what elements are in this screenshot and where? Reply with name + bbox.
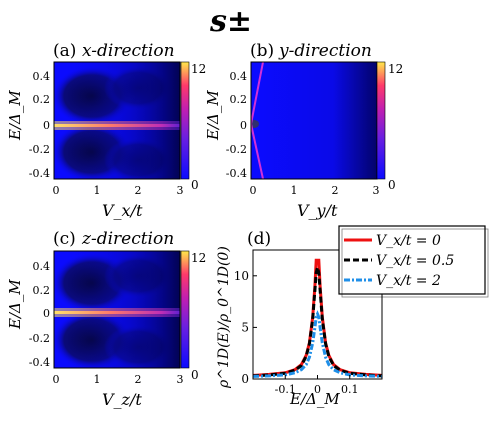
x-tick-label: 1 (94, 184, 101, 197)
y-tick-label: 0.2 (33, 284, 51, 297)
y-tick-label: 0.4 (33, 260, 51, 273)
panel-a-xlabel: V_x/t (102, 201, 143, 220)
y-tick-label: 0 (240, 119, 247, 132)
panel-b-label: (b) (250, 41, 274, 61)
panel-c-colorbar: 12 0 (180, 250, 206, 382)
x-tick-label: 1 (291, 184, 298, 197)
x-tick-label: 3 (373, 184, 380, 197)
x-tick-label: 0 (250, 184, 257, 197)
y-tick-label: 10 (234, 269, 249, 283)
panel-a: (a) x-direction 12 0 0.4 0.2 0 -0.2 -0.4… (6, 41, 206, 220)
legend-label: V_x/t = 0.5 (376, 253, 454, 269)
y-tick-label: 0.2 (33, 93, 51, 106)
y-tick-label: 0 (43, 307, 50, 320)
x-tick-label: 3 (177, 373, 184, 386)
panel-d-legend: V_x/t = 0 V_x/t = 0.5 V_x/t = 2 (338, 225, 489, 298)
panel-a-colorbar: 12 0 (180, 61, 206, 192)
colorbar-max-label: 12 (191, 62, 206, 76)
colorbar-max-label: 12 (388, 62, 403, 76)
y-tick-label: -0.2 (29, 332, 50, 345)
panel-b-heatmap (251, 62, 377, 179)
colorbar-min-label: 0 (191, 368, 199, 382)
figure-title: s± (209, 4, 252, 39)
x-tick-label: -0.1 (275, 383, 296, 396)
y-tick-label: -0.2 (29, 143, 50, 156)
x-tick-label: 3 (177, 184, 184, 197)
panel-b: (b) y-direction 12 0 0.4 0.2 0 -0.2 -0.4… (204, 41, 403, 220)
panel-d: (d) -0.1 0 0.1 0 5 10 E/Δ_M ρ^1D(E)/ρ_0^1D(0) (216, 229, 383, 408)
x-tick-label: 2 (332, 184, 339, 197)
panel-d-ticks: -0.1 0 0.1 0 5 10 (234, 269, 359, 396)
y-tick-label: 5 (241, 320, 249, 334)
x-tick-label: 2 (135, 373, 142, 386)
panel-c-yticks: 0.4 0.2 0 -0.2 -0.4 (29, 260, 50, 369)
y-tick-label: -0.4 (29, 167, 50, 180)
panel-a-yticks: 0.4 0.2 0 -0.2 -0.4 (29, 70, 50, 180)
panel-d-ylabel: ρ^1D(E)/ρ_0^1D(0) (216, 246, 232, 389)
panel-b-ylabel: E/Δ_M (204, 90, 222, 141)
panel-c-xlabel: V_z/t (102, 390, 142, 409)
y-tick-label: 0.2 (230, 93, 248, 106)
x-tick-label: 2 (135, 184, 142, 197)
panel-c: (c) z-direction 12 0 0.4 0.2 0 -0.2 -0.4… (6, 229, 206, 409)
panel-b-title: y-direction (278, 41, 372, 61)
panel-b-colorbar: 12 0 (376, 61, 403, 192)
y-tick-label: -0.2 (226, 143, 247, 156)
series-line-1 (253, 267, 382, 378)
panel-a-heatmap (54, 62, 180, 179)
series-line-2 (253, 310, 382, 378)
x-tick-label: 1 (94, 373, 101, 386)
legend-label: V_x/t = 2 (376, 273, 441, 289)
panel-b-xlabel: V_y/t (297, 201, 338, 220)
panel-b-xticks: 0 1 2 3 (250, 184, 380, 197)
y-tick-label: 0.4 (33, 70, 51, 83)
colorbar-min-label: 0 (191, 178, 199, 192)
panel-d-curves (253, 258, 382, 378)
panel-a-xticks: 0 1 2 3 (53, 184, 184, 197)
colorbar-min-label: 0 (388, 178, 396, 192)
y-tick-label: -0.4 (29, 356, 50, 369)
panel-b-yticks: 0.4 0.2 0 -0.2 -0.4 (226, 70, 247, 180)
panel-a-label: (a) (53, 41, 76, 61)
panel-c-ylabel: E/Δ_M (6, 279, 24, 330)
panel-d-label: (d) (247, 229, 271, 249)
colorbar-max-label: 12 (191, 251, 206, 265)
y-tick-label: 0 (241, 372, 249, 386)
panel-a-title: x-direction (82, 41, 175, 61)
legend-label: V_x/t = 0 (376, 233, 441, 249)
panel-c-heatmap (54, 251, 180, 368)
panel-a-ylabel: E/Δ_M (6, 90, 24, 141)
x-tick-label: 0 (314, 383, 321, 396)
y-tick-label: 0.4 (230, 70, 248, 83)
x-tick-label: 0 (53, 184, 60, 197)
x-tick-label: 0 (53, 373, 60, 386)
panel-c-label: (c) (53, 229, 76, 249)
y-tick-label: -0.4 (226, 167, 247, 180)
y-tick-label: 0 (43, 119, 50, 132)
panel-c-title: z-direction (81, 229, 174, 249)
x-tick-label: 0.1 (341, 383, 359, 396)
panel-c-xticks: 0 1 2 3 (53, 373, 184, 386)
panel-d-xlabel: E/Δ_M (289, 390, 340, 408)
